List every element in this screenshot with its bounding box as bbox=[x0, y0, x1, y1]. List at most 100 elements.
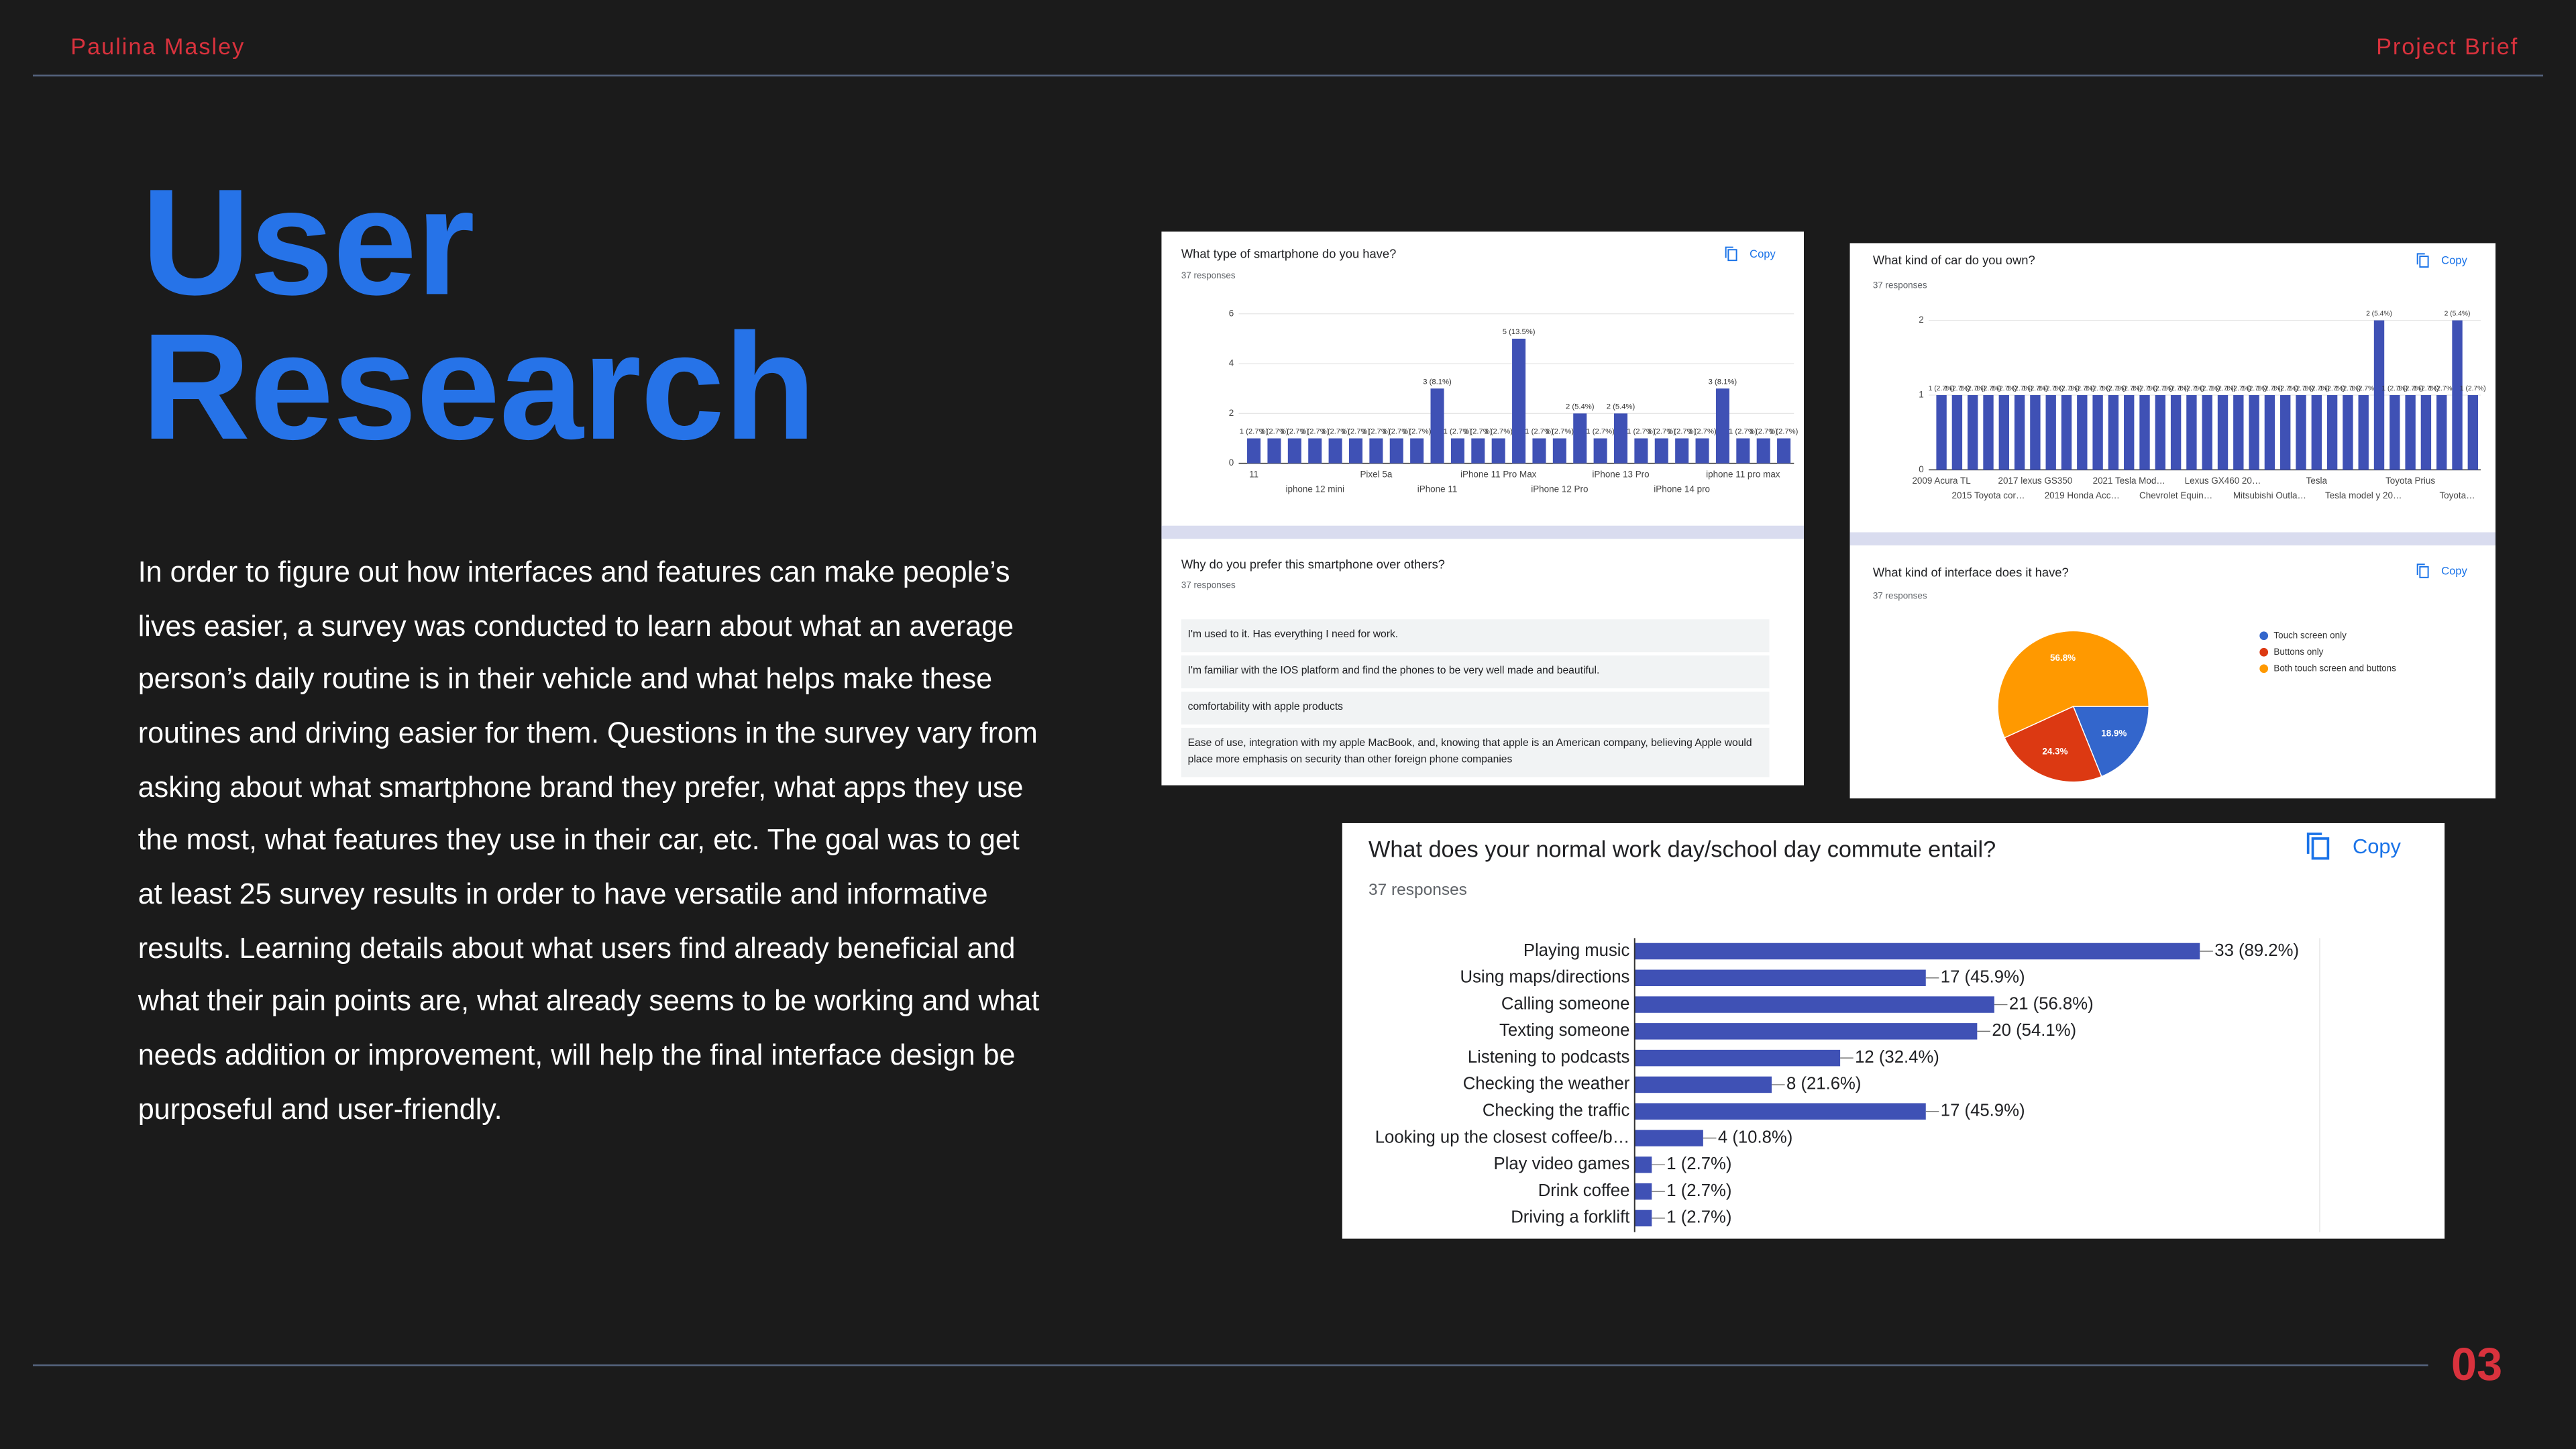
x-tick-label: iPhone 12 Pro bbox=[1531, 484, 1588, 494]
value-label: 1 (2.7%) bbox=[2178, 385, 2204, 392]
value-label: 1 (2.7%) bbox=[2053, 385, 2080, 392]
bar bbox=[1593, 438, 1607, 464]
category-label: Playing music bbox=[1523, 941, 1630, 960]
author: Paulina Masley bbox=[70, 32, 246, 60]
value-label: 1 (2.7%) bbox=[2100, 385, 2127, 392]
x-tick-label: iPhone 11 bbox=[1417, 484, 1458, 494]
value-label: 1 (2.7%) bbox=[1362, 428, 1391, 436]
value-label: 1 (2.7%) bbox=[1525, 428, 1554, 436]
value-label: 1 (2.7%) bbox=[2351, 385, 2377, 392]
copy-icon bbox=[2419, 566, 2429, 578]
bar bbox=[2326, 394, 2338, 470]
value-label: 12 (32.4%) bbox=[1855, 1048, 1939, 1067]
bar bbox=[2390, 394, 2400, 470]
x-tick-label: 11 bbox=[1249, 469, 1258, 479]
y-tick-label: 6 bbox=[1229, 308, 1234, 318]
body-text: In order to figure out how interfaces an… bbox=[138, 555, 1040, 1125]
category-label: Looking up the closest coffee/b… bbox=[1375, 1128, 1630, 1146]
bar bbox=[1634, 1049, 1841, 1067]
bar bbox=[1634, 1023, 1978, 1040]
question-title: What type of smartphone do you have? bbox=[1181, 246, 1396, 260]
value-label: 21 (56.8%) bbox=[2009, 994, 2094, 1013]
card-divider bbox=[1849, 532, 2496, 546]
value-label: 1 (2.7%) bbox=[2147, 385, 2174, 392]
bar bbox=[1936, 394, 1947, 470]
bar bbox=[1389, 438, 1403, 464]
bar bbox=[1450, 438, 1464, 464]
category-label: Driving a forklift bbox=[1511, 1208, 1629, 1227]
x-tick-label: 2015 Toyota cor… bbox=[1952, 490, 2025, 500]
value-label: 1 (2.7%) bbox=[1991, 385, 2017, 392]
bar bbox=[1634, 1210, 1652, 1227]
value-label: 1 (2.7%) bbox=[2288, 385, 2314, 392]
copy-icon bbox=[1725, 246, 1733, 258]
bar bbox=[2452, 320, 2463, 470]
bar bbox=[1512, 338, 1526, 464]
bar bbox=[2467, 394, 2478, 470]
bar bbox=[1532, 438, 1546, 464]
bar bbox=[2124, 394, 2135, 470]
x-tick-label: iphone 11 pro max bbox=[1706, 469, 1780, 479]
value-label: 1 (2.7%) bbox=[1586, 428, 1615, 436]
x-tick-label: 2017 lexus GS350 bbox=[1998, 476, 2073, 486]
bar bbox=[2420, 394, 2432, 470]
x-tick-label: iPhone 11 Pro Max bbox=[1460, 469, 1537, 479]
value-label: 1 (2.7%) bbox=[1668, 428, 1697, 436]
value-label: 1 (2.7%) bbox=[1321, 428, 1350, 436]
value-label: 1 (2.7%) bbox=[2428, 385, 2455, 392]
bar bbox=[2280, 394, 2291, 470]
page-number: 03 bbox=[2451, 1338, 2503, 1390]
copy-button: Copy bbox=[2441, 565, 2467, 578]
bar bbox=[1287, 438, 1301, 464]
bar bbox=[2436, 394, 2447, 470]
bar bbox=[2155, 394, 2165, 470]
response: I'm familiar with the IOS platform and f… bbox=[1181, 655, 1770, 689]
bar bbox=[2014, 394, 2025, 470]
y-tick-label: 0 bbox=[1229, 458, 1234, 468]
x-tick-label: Chevrolet Equin… bbox=[2139, 490, 2212, 500]
bar bbox=[1634, 1157, 1652, 1173]
bar bbox=[1634, 1130, 1703, 1146]
value-label: 17 (45.9%) bbox=[1941, 968, 2025, 987]
bar bbox=[1634, 996, 1994, 1013]
bar bbox=[1695, 438, 1709, 464]
value-label: 1 (2.7%) bbox=[1944, 385, 1970, 392]
bar bbox=[1654, 438, 1668, 464]
bar bbox=[2405, 394, 2416, 470]
value-label: 1 (2.7%) bbox=[1342, 428, 1371, 436]
bar bbox=[1634, 1076, 1772, 1093]
legend-swatch bbox=[2259, 664, 2269, 674]
category-label: Checking the weather bbox=[1463, 1075, 1630, 1093]
value-label: 33 (89.2%) bbox=[2214, 941, 2299, 960]
response: comfortability with apple products bbox=[1181, 692, 1770, 725]
bar bbox=[2296, 394, 2306, 470]
x-tick-label: iPhone 14 pro bbox=[1654, 484, 1710, 494]
pie-slice bbox=[1997, 630, 2150, 739]
value-label: 1 (2.7%) bbox=[2319, 385, 2345, 392]
value-label: 1 (2.7%) bbox=[1929, 385, 1955, 392]
y-tick-label: 2 bbox=[1229, 408, 1234, 418]
y-tick-label: 0 bbox=[1919, 464, 1923, 474]
bar bbox=[1756, 438, 1770, 464]
bar bbox=[2373, 320, 2385, 470]
bar bbox=[2264, 394, 2275, 470]
question-title: What does your normal work day/school da… bbox=[1368, 837, 1996, 863]
bar bbox=[2092, 394, 2103, 470]
value-label: 1 (2.7%) bbox=[1484, 428, 1513, 436]
bar bbox=[2030, 394, 2041, 470]
legend-label: Buttons only bbox=[2273, 647, 2323, 657]
x-tick-label: Toyota… bbox=[2439, 490, 2475, 500]
value-label: 1 (2.7%) bbox=[2022, 385, 2048, 392]
bar bbox=[2170, 394, 2182, 470]
value-label: 1 (2.7%) bbox=[1688, 428, 1717, 436]
bar bbox=[2249, 394, 2259, 470]
value-label: 1 (2.7%) bbox=[1383, 428, 1411, 436]
page-title: User Research bbox=[142, 168, 816, 464]
value-label: 1 (2.7%) bbox=[2241, 385, 2267, 392]
bar bbox=[1573, 413, 1587, 464]
value-label: 1 (2.7%) bbox=[2381, 385, 2408, 392]
copy-icon bbox=[1727, 249, 1737, 262]
bar bbox=[1968, 394, 1978, 470]
value-label: 1 (2.7%) bbox=[2210, 385, 2236, 392]
